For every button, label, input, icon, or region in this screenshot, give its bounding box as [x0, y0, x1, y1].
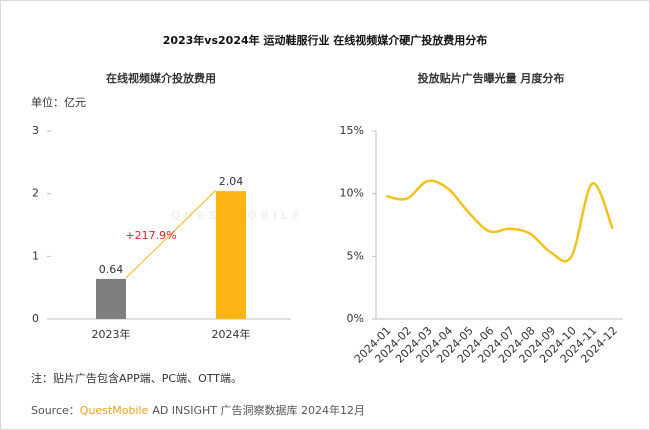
x-tick-label: 2024年 [212, 327, 251, 341]
unit-label: 单位：亿元 [31, 95, 86, 109]
y-tick-label: 15% [340, 124, 364, 137]
bar [96, 278, 126, 319]
source-text: AD INSIGHT 广告洞察数据库 2024年12月 [152, 403, 365, 417]
note: 注：贴片广告包含APP端、PC端、OTT端。 [31, 371, 242, 385]
y-tick-label: 5% [347, 249, 364, 262]
line [386, 179, 614, 263]
source-brand: QuestMobile [80, 404, 149, 417]
y-tick-label: 3 [32, 124, 39, 137]
y-tick-label: 10% [340, 187, 364, 200]
y-tick-label: 0 [32, 312, 39, 325]
y-tick-label: 2 [32, 187, 39, 200]
bar [216, 191, 246, 319]
subchart-title: 投放贴片广告曝光量 月度分布 [418, 71, 565, 85]
growth-annotation: +217.9% [125, 229, 176, 242]
y-tick-label: 1 [32, 249, 39, 262]
source-label: Source： [31, 404, 80, 417]
subchart-title: 在线视频媒介投放费用 [106, 71, 216, 85]
chart-title: 2023年vs2024年 运动鞋服行业 在线视频媒介硬广投放费用分布 [163, 33, 488, 47]
x-tick-label: 2023年 [92, 327, 131, 341]
growth-connector [125, 189, 217, 279]
value-label: 0.64 [99, 263, 124, 276]
y-tick-label: 0% [347, 312, 364, 325]
source: Source：QuestMobile AD INSIGHT 广告洞察数据库 202… [31, 403, 365, 417]
value-label: 2.04 [219, 175, 244, 188]
